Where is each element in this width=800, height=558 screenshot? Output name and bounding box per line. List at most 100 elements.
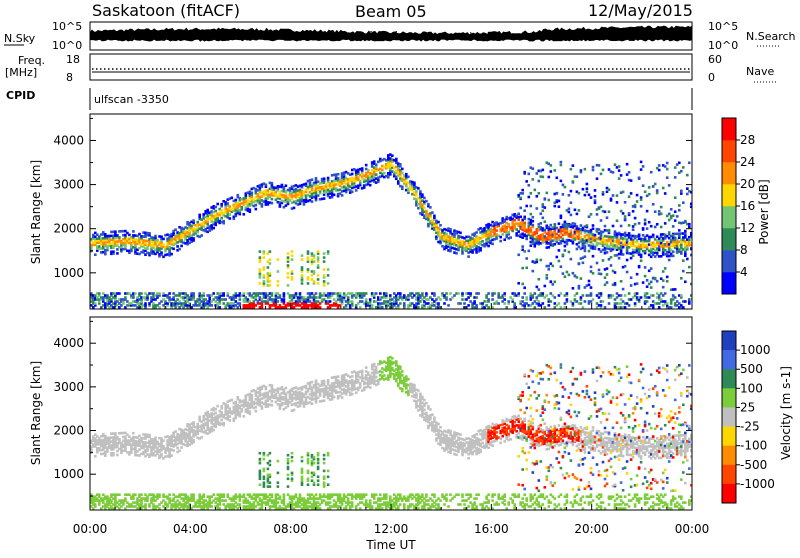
power-colorbar-tick-label: 20 — [740, 177, 755, 191]
power-cell — [552, 265, 555, 268]
power-cell — [658, 306, 661, 309]
noise-search-dot — [306, 39, 307, 40]
power-cell — [564, 186, 567, 189]
power-cell — [532, 178, 535, 181]
power-cell — [618, 177, 621, 180]
noise-panel: N.Sky 10^5 10^0 10^5 10^0 N.Search — [4, 20, 796, 52]
power-cell — [684, 232, 687, 235]
power-cell — [688, 239, 691, 242]
power-cell — [271, 202, 274, 205]
power-cell — [269, 272, 272, 275]
power-cell — [351, 300, 354, 303]
power-cell — [668, 213, 671, 216]
velocity-cell — [214, 408, 217, 411]
power-cell — [674, 288, 677, 291]
power-cell — [602, 191, 605, 194]
power-cell — [654, 183, 657, 186]
power-cell — [566, 271, 569, 274]
power-cell — [229, 213, 232, 216]
power-cell — [307, 268, 310, 271]
power-cell — [255, 204, 258, 207]
power-cell — [646, 279, 649, 282]
noise-search-dot — [498, 38, 499, 39]
noise-search-dot — [594, 34, 595, 35]
power-cell — [277, 280, 280, 283]
power-cell — [425, 210, 428, 213]
power-cell — [570, 201, 573, 204]
noise-search-dot — [122, 33, 123, 34]
power-cell — [586, 187, 589, 190]
power-cell — [650, 225, 653, 228]
power-cell — [315, 177, 318, 180]
power-cell — [582, 294, 585, 297]
power-cell — [521, 296, 524, 299]
power-cell — [606, 281, 609, 284]
power-cell — [357, 177, 360, 180]
noise-sky-label: N.Sky — [4, 32, 36, 45]
noise-search-dot — [257, 36, 258, 37]
power-cell — [552, 283, 555, 286]
power-cell — [419, 190, 422, 193]
power-cell — [521, 189, 524, 192]
noise-search-dot — [664, 32, 665, 33]
power-cell — [616, 194, 619, 197]
power-cell — [317, 278, 320, 281]
power-cell — [391, 164, 394, 167]
power-cell — [570, 168, 573, 171]
power-cell — [523, 171, 526, 174]
noise-search-dot — [370, 31, 371, 32]
power-cell — [584, 300, 587, 303]
noise-search-dot — [591, 31, 592, 32]
power-cell — [686, 193, 689, 196]
power-cell — [554, 296, 557, 299]
power-cell — [560, 292, 563, 295]
noise-search-dot — [521, 37, 522, 38]
power-cell — [299, 292, 302, 295]
power-cell — [449, 228, 452, 231]
power-cell — [503, 238, 506, 241]
noise-sky-trace — [90, 26, 692, 41]
power-cell — [534, 292, 537, 295]
power-cell — [210, 304, 213, 307]
velocity-cell — [210, 505, 213, 508]
power-cell — [287, 284, 290, 287]
velocity-cell — [192, 439, 195, 442]
noise-search-dot — [648, 31, 649, 32]
power-cell — [227, 292, 230, 295]
noise-search-dot — [432, 36, 433, 37]
power-cell — [365, 292, 368, 295]
noise-search-dot — [110, 35, 111, 36]
power-cell — [417, 306, 420, 309]
velocity-cell — [220, 411, 223, 414]
power-cell — [640, 168, 643, 171]
power-cell — [574, 209, 577, 212]
noise-search-dot — [324, 31, 325, 32]
velocity-cell — [172, 449, 175, 452]
power-cell — [327, 250, 330, 253]
power-cell — [630, 284, 633, 287]
power-cell — [670, 208, 673, 211]
noise-search-dot — [162, 33, 163, 34]
power-cell — [317, 250, 320, 253]
power-cell — [501, 233, 504, 236]
power-cell — [261, 203, 264, 206]
power-cell — [558, 200, 561, 203]
power-cell — [399, 292, 402, 295]
power-cell — [608, 230, 611, 233]
power-cell — [536, 286, 539, 289]
power-cell — [457, 292, 460, 295]
power-cell — [530, 205, 533, 208]
power-cell — [124, 296, 127, 299]
velocity-cell — [220, 405, 223, 408]
power-cell — [399, 302, 402, 305]
power-cell — [301, 254, 304, 257]
noise-search-dot — [462, 37, 463, 38]
power-cell — [576, 276, 579, 279]
power-cell — [572, 272, 575, 275]
power-cell — [517, 213, 520, 216]
velocity-echoes — [90, 356, 693, 510]
noise-search-dot — [334, 36, 335, 37]
power-cell — [622, 191, 625, 194]
power-cell — [291, 250, 294, 253]
